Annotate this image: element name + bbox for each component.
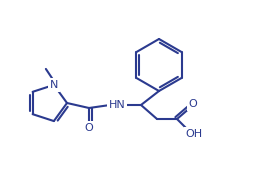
Text: O: O [189, 99, 197, 109]
Text: OH: OH [185, 129, 203, 139]
Text: HN: HN [109, 100, 125, 110]
Text: N: N [50, 80, 58, 90]
Text: O: O [85, 123, 93, 133]
